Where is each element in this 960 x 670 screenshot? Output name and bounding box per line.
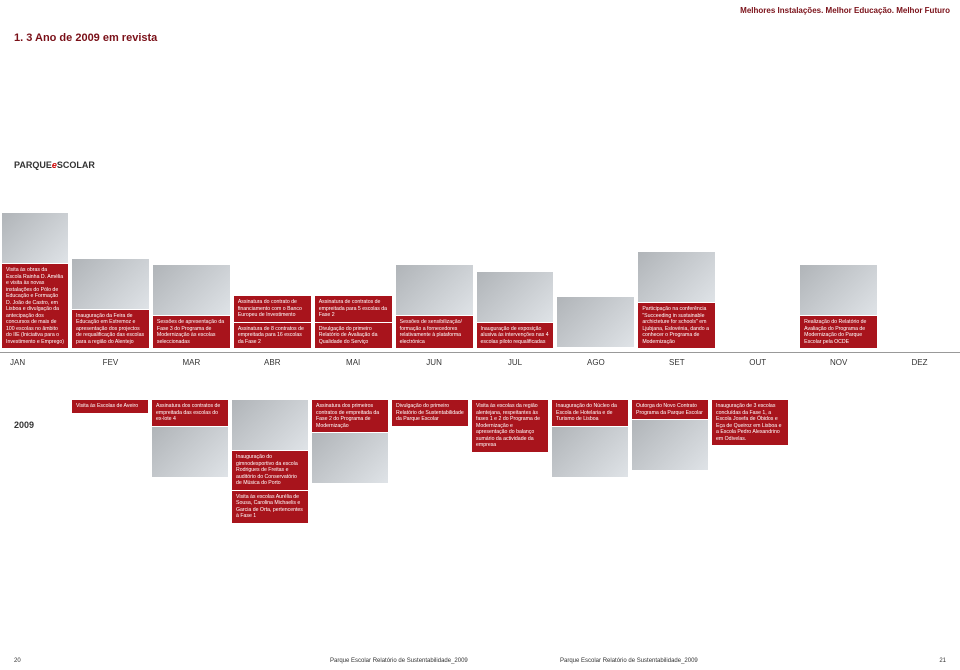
top-slot-nov: Realização do Relatório de Avaliação do … bbox=[798, 265, 879, 348]
event-card: Outorga do Novo Contrato Programa da Par… bbox=[632, 400, 708, 419]
event-card: Inauguração de exposição alusiva às inte… bbox=[477, 323, 554, 349]
month-jan: JAN bbox=[0, 358, 70, 367]
month-fev: FEV bbox=[70, 358, 151, 367]
event-card: Assinatura de contratos de empreitada pa… bbox=[315, 296, 392, 322]
timeline-bottom-row: Visita às Escolas de Aveiro Assinatura do… bbox=[70, 400, 950, 524]
month-mai: MAI bbox=[313, 358, 394, 367]
footer-page-right: 21 bbox=[939, 658, 946, 664]
photo-placeholder bbox=[232, 400, 308, 450]
month-set: SET bbox=[636, 358, 717, 367]
footer-page-left: 20 bbox=[14, 658, 21, 664]
event-card: Inauguração do gimnodesportivo da escola… bbox=[232, 451, 308, 490]
event-card: Inauguração do Núcleo da Escola de Hotel… bbox=[552, 400, 628, 426]
bottom-slot-4: Divulgação do primeiro Relatório de Sust… bbox=[390, 400, 470, 427]
photo-placeholder bbox=[152, 427, 228, 477]
photo-placeholder bbox=[72, 259, 149, 309]
logo-part-a: PARQUE bbox=[14, 160, 52, 170]
top-slot-jul: Inauguração de exposição alusiva às inte… bbox=[475, 272, 556, 349]
bottom-slot-0: Visita às Escolas de Aveiro bbox=[70, 400, 150, 414]
event-card: Visita às escolas Aurélia de Sousa, Caro… bbox=[232, 491, 308, 523]
event-card: Inauguração de 3 escolas concluídas da F… bbox=[712, 400, 788, 445]
photo-placeholder bbox=[312, 433, 388, 483]
event-card: Assinatura do contrato de financiamento … bbox=[234, 296, 311, 322]
photo-placeholder bbox=[557, 297, 634, 347]
event-card: Divulgação do primeiro Relatório de Aval… bbox=[315, 323, 392, 349]
bottom-slot-6: Inauguração do Núcleo da Escola de Hotel… bbox=[550, 400, 630, 478]
bottom-slot-7: Outorga do Novo Contrato Programa da Par… bbox=[630, 400, 710, 471]
month-mar: MAR bbox=[151, 358, 232, 367]
event-card: Visita às Escolas de Aveiro bbox=[72, 400, 148, 413]
event-card: Sessões de apresentação da Fase 3 do Pro… bbox=[153, 316, 230, 348]
month-dez: DEZ bbox=[879, 358, 960, 367]
logo-part-b: SCOLAR bbox=[57, 160, 95, 170]
event-card: Realização do Relatório de Avaliação do … bbox=[800, 316, 877, 348]
month-out: OUT bbox=[717, 358, 798, 367]
top-slot-abr: Assinatura do contrato de financiamento … bbox=[232, 296, 313, 348]
bottom-slot-1: Assinatura dos contratos de empreitada d… bbox=[150, 400, 230, 478]
event-card: Assinatura dos contratos de empreitada d… bbox=[152, 400, 228, 426]
section-title: 1. 3 Ano de 2009 em revista bbox=[14, 32, 157, 44]
header-tagline: Melhores Instalações. Melhor Educação. M… bbox=[740, 6, 950, 15]
top-slot-ago bbox=[555, 297, 636, 348]
top-slot-fev: Inauguração da Feira de Educação em Estr… bbox=[70, 259, 151, 349]
event-card: Participação na conferência "Succeeding … bbox=[638, 303, 715, 348]
event-card: Sessões de sensibilização/ formação a fo… bbox=[396, 316, 473, 348]
footer-center-b: Parque Escolar Relatório de Sustentabili… bbox=[560, 658, 698, 664]
photo-placeholder bbox=[800, 265, 877, 315]
photo-placeholder bbox=[552, 427, 628, 477]
month-ago: AGO bbox=[555, 358, 636, 367]
photo-placeholder bbox=[477, 272, 554, 322]
top-slot-jun: Sessões de sensibilização/ formação a fo… bbox=[394, 265, 475, 348]
event-card: Assinatura de 8 contratos de empreitada … bbox=[234, 323, 311, 349]
bottom-slot-2: Inauguração do gimnodesportivo da escola… bbox=[230, 400, 310, 524]
month-labels: JANFEVMARABRMAIJUNJULAGOSETOUTNOVDEZ bbox=[0, 358, 960, 367]
top-slot-mar: Sessões de apresentação da Fase 3 do Pro… bbox=[151, 265, 232, 348]
logo: PARQUEeSCOLAR bbox=[14, 160, 95, 170]
timeline-axis bbox=[0, 352, 960, 353]
month-nov: NOV bbox=[798, 358, 879, 367]
month-jul: JUL bbox=[475, 358, 556, 367]
bottom-slot-3: Assinatura dos primeiros contratos de em… bbox=[310, 400, 390, 484]
top-slot-jan: Visita às obras da Escola Rainha D. Amél… bbox=[0, 213, 70, 348]
month-jun: JUN bbox=[394, 358, 475, 367]
event-card: Inauguração da Feira de Educação em Estr… bbox=[72, 310, 149, 349]
photo-placeholder bbox=[396, 265, 473, 315]
footer-center-a: Parque Escolar Relatório de Sustentabili… bbox=[330, 658, 468, 664]
event-card: Assinatura dos primeiros contratos de em… bbox=[312, 400, 388, 432]
event-card: Visita às escolas da região alentejana, … bbox=[472, 400, 548, 452]
photo-placeholder bbox=[638, 252, 715, 302]
month-abr: ABR bbox=[232, 358, 313, 367]
top-slot-mai: Assinatura de contratos de empreitada pa… bbox=[313, 296, 394, 348]
bottom-slot-5: Visita às escolas da região alentejana, … bbox=[470, 400, 550, 453]
event-card: Divulgação do primeiro Relatório de Sust… bbox=[392, 400, 468, 426]
photo-placeholder bbox=[2, 213, 68, 263]
year-label: 2009 bbox=[14, 420, 34, 430]
top-slot-set: Participação na conferência "Succeeding … bbox=[636, 252, 717, 348]
bottom-slot-8: Inauguração de 3 escolas concluídas da F… bbox=[710, 400, 790, 446]
event-card: Visita às obras da Escola Rainha D. Amél… bbox=[2, 264, 68, 348]
photo-placeholder bbox=[153, 265, 230, 315]
photo-placeholder bbox=[632, 420, 708, 470]
timeline-top-row: Visita às obras da Escola Rainha D. Amél… bbox=[0, 180, 960, 348]
